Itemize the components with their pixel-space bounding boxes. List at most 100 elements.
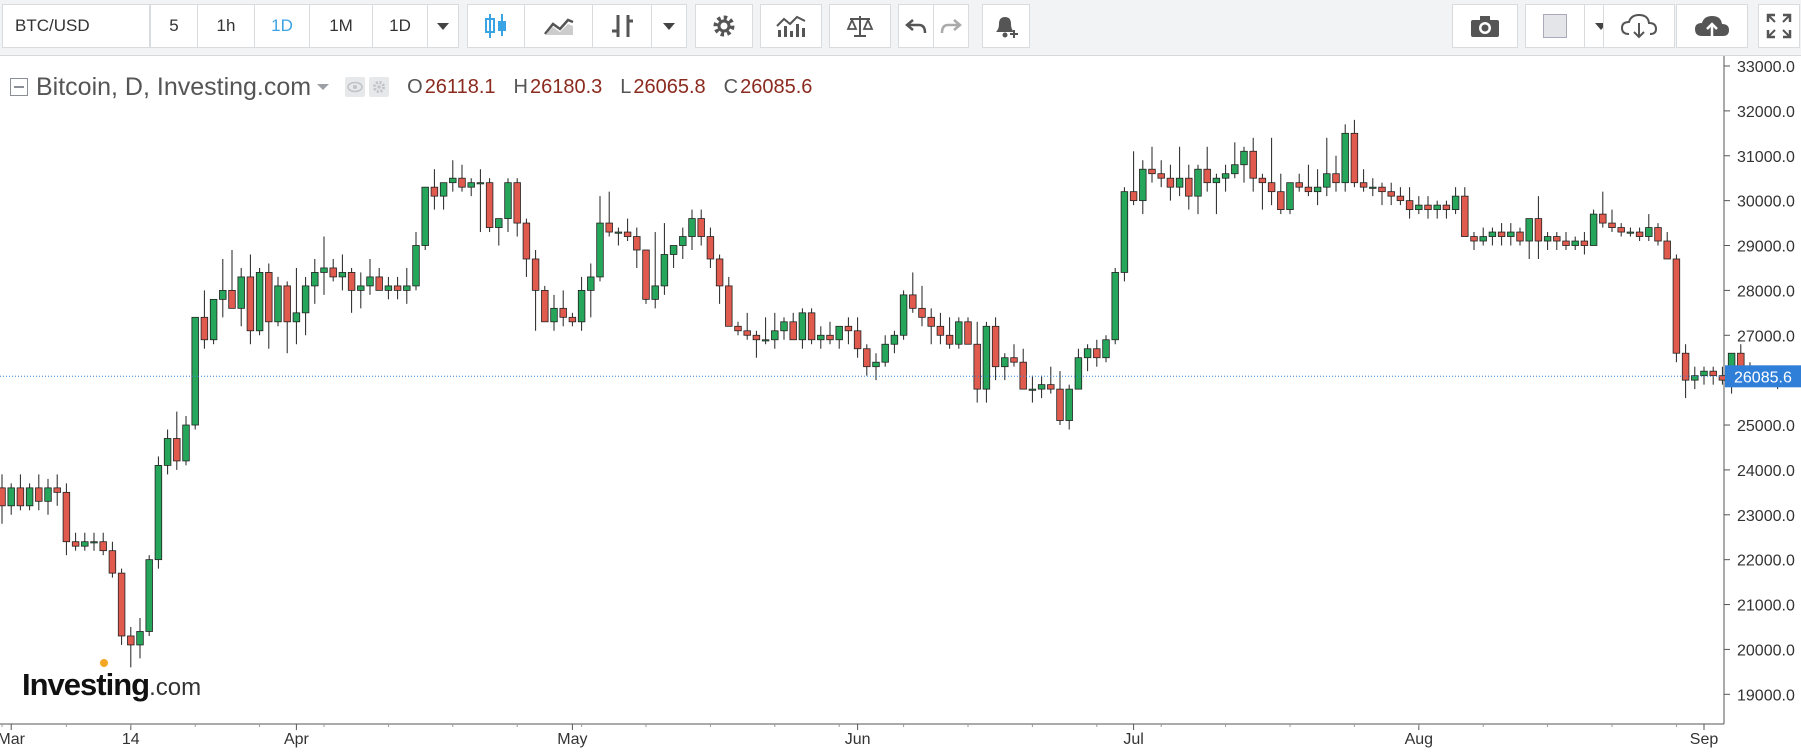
candle-body [1120, 191, 1129, 273]
candle-body [1240, 150, 1248, 166]
color-theme-button[interactable] [1525, 4, 1585, 48]
candle [936, 312, 945, 345]
candle-body [1700, 370, 1708, 377]
candle [596, 196, 604, 282]
candle-body [1313, 186, 1322, 193]
candle [1433, 200, 1441, 219]
interval-1d-button[interactable]: 1D [254, 4, 310, 48]
candle-body [108, 550, 117, 574]
price-tick-label: 25000.0 [1737, 418, 1795, 435]
chart-type-dropdown-caret[interactable] [651, 4, 687, 48]
candle [1663, 232, 1671, 260]
candle [1599, 191, 1607, 228]
candle [605, 191, 613, 237]
candle [780, 317, 788, 340]
candle-body [761, 339, 770, 342]
candle [246, 254, 255, 345]
candle [1231, 142, 1239, 179]
candle-body [899, 294, 908, 336]
candle-body [550, 307, 558, 323]
candle-body [0, 487, 6, 507]
interval-1h-button[interactable]: 1h [197, 4, 255, 48]
candle [265, 263, 273, 349]
eye-icon[interactable] [345, 77, 366, 97]
time-tick-label: 14 [122, 731, 140, 748]
price-tick-label: 29000.0 [1737, 239, 1795, 256]
undo-button[interactable] [898, 4, 934, 48]
candle [476, 169, 485, 233]
legend-title[interactable]: Bitcoin, D, Investing.com [36, 72, 312, 101]
candle [1626, 227, 1635, 237]
candle [1249, 137, 1257, 192]
candle-body [1332, 173, 1340, 184]
candle [1415, 196, 1423, 215]
candle [1120, 187, 1129, 282]
candle [642, 249, 650, 304]
candle-body [366, 276, 374, 287]
candle [1313, 169, 1322, 206]
bar-chart-type-button[interactable] [592, 4, 652, 48]
fullscreen-button[interactable] [1758, 4, 1800, 48]
candle-body [1681, 352, 1690, 381]
time-axis[interactable]: Mar 14 Apr May Jun Jul Aug Sep [0, 723, 1724, 748]
candle-body [1148, 168, 1156, 175]
candle-body [559, 307, 567, 318]
candle [495, 218, 503, 246]
candle [384, 276, 393, 300]
gear-icon[interactable] [369, 77, 390, 97]
candle [660, 223, 669, 295]
candle [1387, 182, 1395, 206]
candle-body [1185, 177, 1193, 197]
interval-1d-dropdown-button[interactable]: 1D [372, 4, 428, 48]
candle [1396, 187, 1405, 206]
collapse-legend-icon[interactable] [10, 78, 28, 96]
price-tick-label: 32000.0 [1737, 104, 1795, 121]
time-tick-label: Sep [1690, 731, 1719, 748]
candle-body [1654, 227, 1662, 242]
candle-body [301, 285, 310, 314]
candle [357, 272, 365, 309]
load-chart-button[interactable] [1603, 4, 1675, 48]
indicators-button[interactable] [760, 4, 822, 48]
interval-dropdown-caret[interactable] [427, 4, 459, 48]
candle-body [853, 330, 862, 350]
save-chart-button[interactable] [1676, 4, 1748, 48]
candle-body [1553, 236, 1561, 242]
candle-body [375, 276, 383, 291]
screenshot-button[interactable] [1452, 4, 1518, 48]
redo-button[interactable] [933, 4, 969, 48]
price-tick-label: 28000.0 [1737, 283, 1795, 300]
high-value: 26180.3 [529, 75, 603, 98]
interval-1m-button[interactable]: 1M [309, 4, 373, 48]
line-chart-button[interactable] [524, 4, 593, 48]
candle [1175, 146, 1184, 197]
candle-body [1571, 240, 1579, 246]
price-axis[interactable]: 33000.0 32000.0 31000.0 30000.0 29000.0 28000… [1723, 56, 1795, 724]
candle [1157, 160, 1165, 188]
scales-icon [846, 16, 874, 37]
chevron-down-icon [663, 22, 675, 30]
candlestick-chart-button[interactable] [467, 4, 525, 48]
candle-body [1479, 236, 1487, 242]
candle-body [669, 245, 678, 255]
candle-body [844, 325, 853, 332]
candle [1405, 187, 1414, 219]
candle-body [1589, 213, 1598, 246]
candle-body [347, 272, 356, 291]
candle-body [725, 285, 733, 327]
price-chart[interactable]: 33000.0 32000.0 31000.0 30000.0 29000.0 28000… [0, 56, 1801, 754]
settings-button[interactable] [695, 4, 753, 48]
candle-body [412, 245, 420, 287]
candle-body [1267, 182, 1276, 193]
candle-body [679, 236, 687, 246]
low-value: 26065.8 [633, 75, 706, 98]
candle [955, 317, 963, 349]
interval-5-button[interactable]: 5 [150, 4, 198, 48]
add-alert-button[interactable] [982, 4, 1030, 48]
chevron-down-icon[interactable] [317, 84, 330, 90]
candle-body [577, 289, 586, 323]
compare-button[interactable] [829, 4, 891, 48]
candle-body [1617, 227, 1625, 233]
open-key: O [407, 75, 423, 98]
symbol-search-input[interactable]: BTC/USD [2, 4, 150, 48]
